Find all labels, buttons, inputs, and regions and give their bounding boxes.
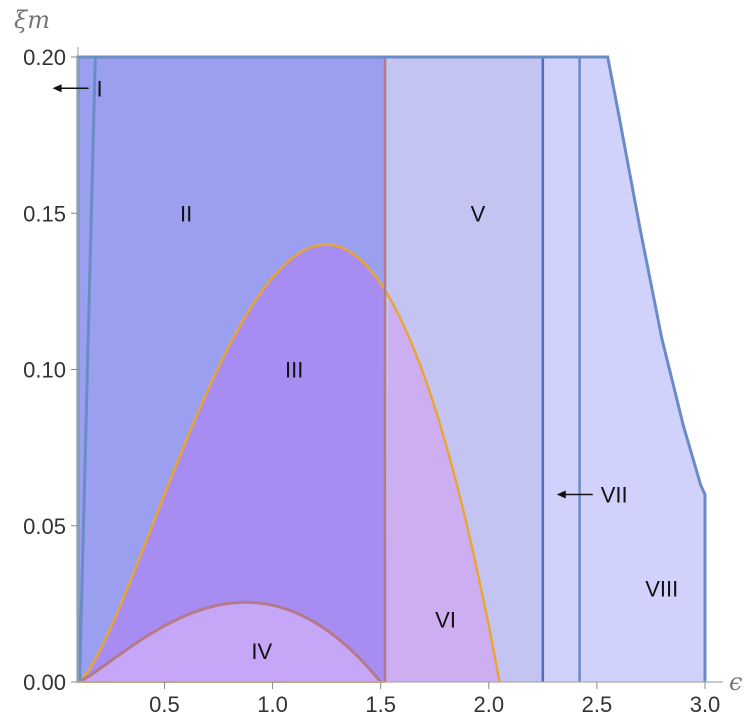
- region-label-iv: IV: [251, 639, 272, 664]
- x-tick-label: 1.0: [257, 692, 288, 717]
- orange-dome-boundary: [77, 243, 501, 683]
- pointer-arrow-head: [556, 490, 566, 499]
- region-label-vi: VI: [435, 608, 456, 633]
- brown-dome-boundary: [77, 600, 382, 684]
- region-iv-fill: [78, 602, 381, 682]
- x-tick-label: 2.5: [582, 692, 613, 717]
- boundaries-layer: [76, 55, 707, 684]
- region-label-i: I: [97, 76, 103, 101]
- x-tick-label: 3.0: [690, 692, 721, 717]
- y-tick-label: 0.15: [23, 201, 66, 226]
- region-label-vii: VII: [601, 483, 628, 508]
- region-vi-fill: [385, 296, 500, 682]
- x-tick-label: 1.5: [365, 692, 396, 717]
- x-axis-label: ϵ: [729, 668, 742, 696]
- x-tick-label: 0.5: [149, 692, 180, 717]
- outer-boundary: [76, 55, 707, 682]
- region-i-boundary: [78, 56, 97, 683]
- y-axis-label: ξm: [14, 6, 50, 34]
- y-tick-label: 0.00: [23, 670, 66, 695]
- region-label-v: V: [471, 201, 486, 226]
- region-label-viii: VIII: [645, 576, 678, 601]
- y-tick-label: 0.20: [23, 45, 66, 70]
- axes-layer: 0.5 1.0 1.5 2.0 2.5 3.0 0.00 0.05 0.10 0.15 0.20: [23, 45, 723, 717]
- region-label-ii: II: [180, 201, 192, 226]
- pointer-arrow-head: [52, 84, 62, 93]
- y-tick-label: 0.05: [23, 514, 66, 539]
- x-tick-label: 2.0: [473, 692, 504, 717]
- region-iii-fill: [78, 244, 385, 682]
- region-vii-viii-fill: [542, 57, 705, 682]
- regions-layer: [78, 57, 705, 682]
- region-label-iii: III: [285, 358, 303, 383]
- y-tick-label: 0.10: [23, 358, 66, 383]
